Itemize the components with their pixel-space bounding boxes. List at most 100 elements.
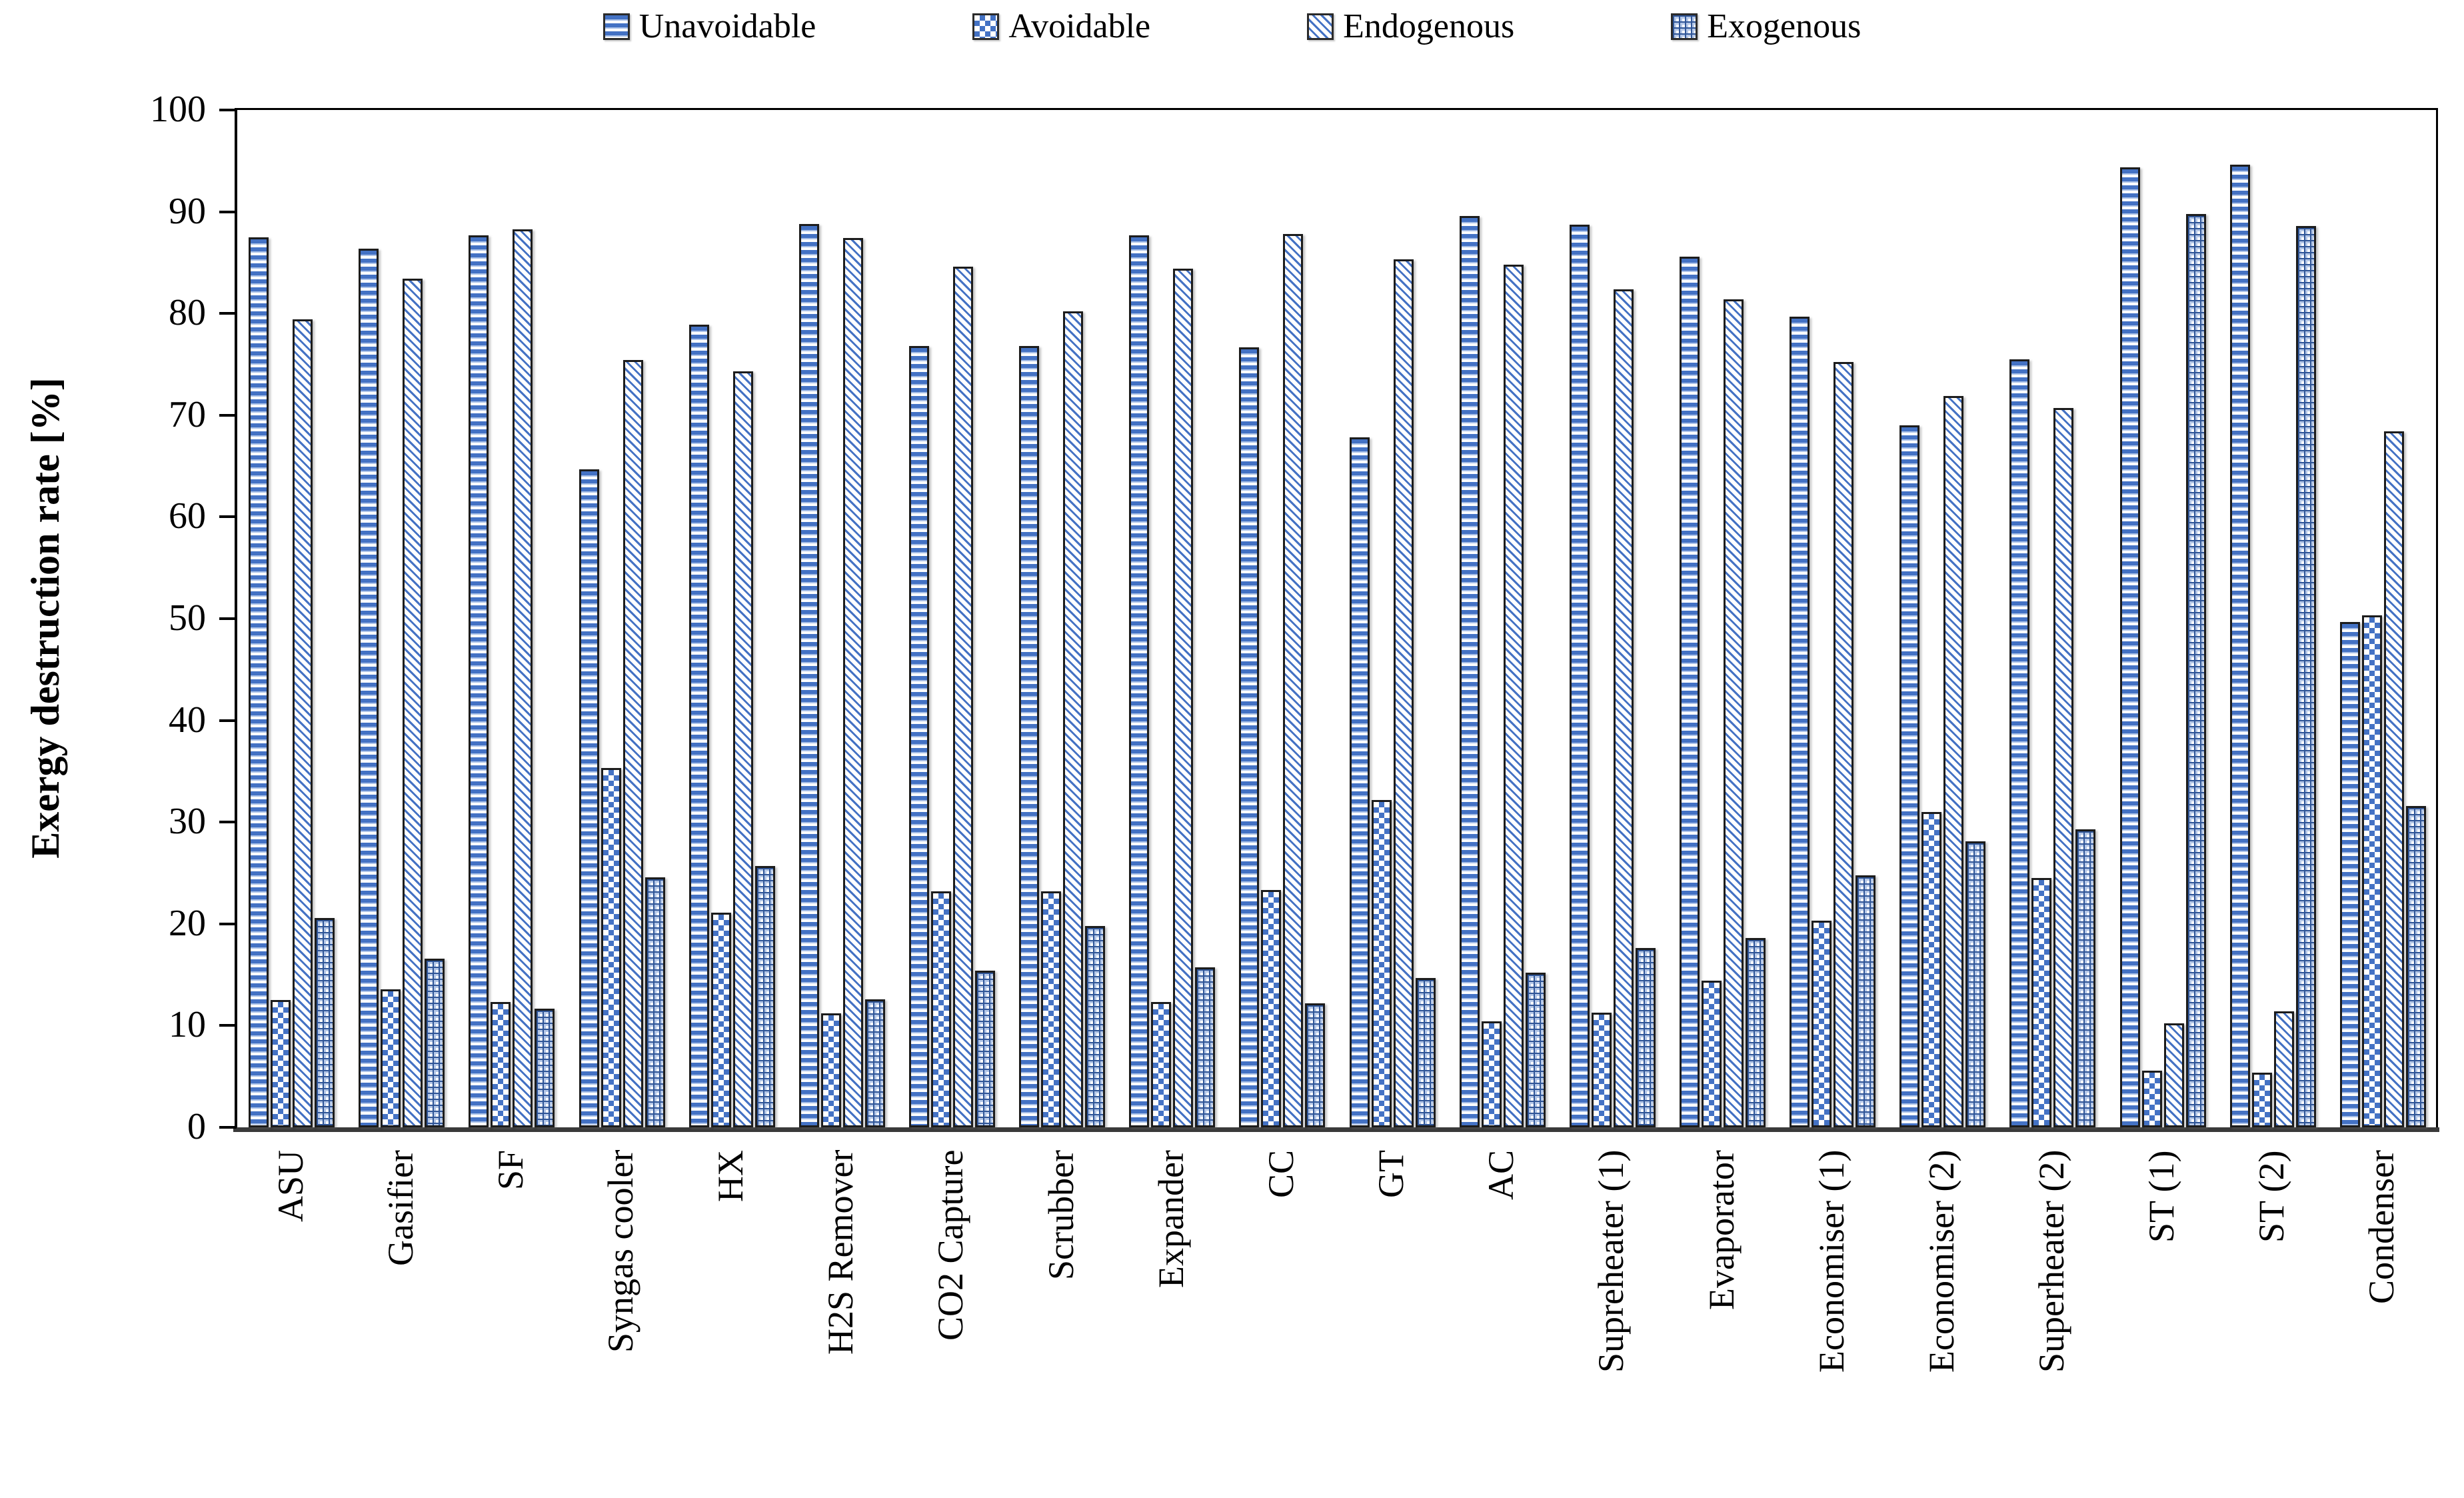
y-tick-mark-70 (219, 413, 237, 417)
y-tick-label-10: 10 (169, 1004, 206, 1046)
unavoidable-swatch-icon (603, 13, 630, 40)
bar-avoidable-Condenser (2361, 615, 2382, 1127)
bar-endogenous-ASU (293, 319, 313, 1127)
bar-group-ASU (237, 110, 347, 1127)
y-tick-mark-10 (219, 1024, 237, 1027)
bar-unavoidable-Economiser (1) (1790, 316, 1810, 1127)
bar-group-Evaporator (1668, 110, 1778, 1127)
legend-item-unavoidable: Unavoidable (603, 8, 816, 45)
bar-unavoidable-HX (688, 325, 709, 1127)
bar-endogenous-H2S Remover (842, 238, 863, 1127)
x-category-label-ASU: ASU (270, 1150, 311, 1223)
bar-group-Gasifier (347, 110, 457, 1127)
bar-endogenous-AC (1503, 265, 1524, 1127)
endogenous-swatch-icon (1307, 13, 1334, 40)
bar-endogenous-SF (513, 229, 533, 1127)
bar-avoidable-Syngas cooler (601, 768, 621, 1127)
x-category-label-Gasifier: Gasifier (380, 1150, 421, 1266)
x-axis-line (233, 1127, 2439, 1132)
legend-item-avoidable: Avoidable (972, 8, 1150, 45)
x-category-label-GT: GT (1371, 1150, 1412, 1198)
y-tick-mark-20 (219, 922, 237, 925)
bar-avoidable-Expander (1151, 1002, 1172, 1127)
bar-group-Condenser (2328, 110, 2438, 1127)
bar-exogenous-AC (1525, 973, 1546, 1127)
bar-avoidable-Supreheater (1) (1591, 1012, 1612, 1127)
bar-exogenous-Syngas cooler (644, 877, 665, 1127)
bar-exogenous-CC (1305, 1003, 1326, 1127)
bar-unavoidable-Economiser (2) (1899, 425, 1920, 1127)
bar-group-Supreheater (1) (1558, 110, 1668, 1127)
y-tick-label-90: 90 (169, 190, 206, 232)
bar-avoidable-Economiser (2) (1921, 811, 1942, 1127)
bar-avoidable-HX (710, 913, 731, 1127)
x-category-label-Expander: Expander (1150, 1150, 1191, 1288)
exogenous-swatch-icon (1671, 13, 1698, 40)
bar-unavoidable-ST (1) (2119, 167, 2140, 1127)
x-category-label-ST (1): ST (1) (2141, 1150, 2182, 1243)
y-tick-mark-50 (219, 617, 237, 620)
bar-endogenous-HX (732, 371, 753, 1127)
bar-unavoidable-AC (1459, 215, 1480, 1127)
y-tick-mark-80 (219, 312, 237, 315)
x-category-label-SF: SF (490, 1150, 531, 1191)
bar-exogenous-Evaporator (1746, 938, 1766, 1127)
bar-exogenous-ASU (315, 917, 335, 1127)
bar-group-AC (1448, 110, 1558, 1127)
bar-exogenous-Condenser (2405, 805, 2426, 1127)
bar-exogenous-HX (754, 865, 775, 1127)
bar-endogenous-Gasifier (403, 279, 423, 1127)
y-tick-label-50: 50 (169, 597, 206, 639)
y-tick-label-100: 100 (150, 89, 206, 130)
legend-label: Exogenous (1707, 7, 1861, 45)
legend-label: Endogenous (1343, 7, 1515, 45)
bar-avoidable-H2S Remover (820, 1013, 841, 1127)
bar-avoidable-ASU (271, 1000, 291, 1127)
bar-unavoidable-Gasifier (359, 248, 379, 1127)
legend-item-exogenous: Exogenous (1671, 8, 1861, 45)
bar-endogenous-GT (1393, 259, 1414, 1127)
bar-exogenous-Economiser (2) (1965, 841, 1986, 1127)
y-tick-label-70: 70 (169, 393, 206, 435)
bar-endogenous-Scrubber (1063, 311, 1084, 1127)
bar-group-HX (677, 110, 787, 1127)
bar-avoidable-Superheater (2) (2031, 878, 2052, 1127)
bar-unavoidable-ST (2) (2229, 165, 2250, 1127)
bar-group-Syngas cooler (567, 110, 676, 1127)
bar-avoidable-AC (1481, 1021, 1502, 1127)
bar-unavoidable-Superheater (2) (2009, 359, 2030, 1127)
bar-exogenous-H2S Remover (864, 999, 885, 1127)
y-tick-label-40: 40 (169, 699, 206, 741)
y-tick-label-60: 60 (169, 495, 206, 537)
bar-endogenous-Economiser (1) (1834, 362, 1854, 1127)
legend-item-endogenous: Endogenous (1307, 8, 1514, 45)
chart-legend: Unavoidable Avoidable Endogenous Exogeno… (0, 8, 2464, 45)
y-axis-title: Exergy destruction rate [%] (23, 377, 67, 859)
bar-endogenous-Evaporator (1724, 299, 1744, 1127)
bar-exogenous-GT (1415, 977, 1436, 1127)
bar-unavoidable-Expander (1129, 235, 1150, 1127)
bar-endogenous-Economiser (2) (1943, 395, 1964, 1127)
bar-avoidable-Gasifier (381, 989, 401, 1127)
bar-group-Expander (1117, 110, 1227, 1127)
y-tick-mark-30 (219, 821, 237, 824)
x-category-label-CC: CC (1260, 1150, 1301, 1199)
bar-group-GT (1338, 110, 1448, 1127)
x-category-label-AC: AC (1481, 1150, 1522, 1201)
bar-avoidable-ST (1) (2141, 1070, 2162, 1127)
bar-exogenous-ST (1) (2185, 213, 2206, 1127)
bar-avoidable-SF (491, 1002, 511, 1127)
bar-exogenous-Scrubber (1085, 925, 1106, 1127)
bar-exogenous-ST (2) (2295, 226, 2316, 1127)
bar-avoidable-GT (1371, 799, 1392, 1127)
bar-endogenous-ST (1) (2163, 1023, 2184, 1127)
x-category-label-HX: HX (710, 1150, 751, 1202)
x-category-label-Evaporator: Evaporator (1701, 1150, 1742, 1310)
x-category-label-Supreheater (1): Supreheater (1) (1591, 1150, 1632, 1373)
x-category-label-Economiser (2): Economiser (2) (1921, 1150, 1961, 1373)
bar-unavoidable-Syngas cooler (579, 469, 599, 1127)
x-category-label-Scrubber: Scrubber (1040, 1150, 1081, 1280)
bar-unavoidable-Condenser (2339, 621, 2360, 1127)
bar-endogenous-CC (1283, 234, 1304, 1127)
bar-exogenous-Supreheater (1) (1635, 948, 1656, 1127)
